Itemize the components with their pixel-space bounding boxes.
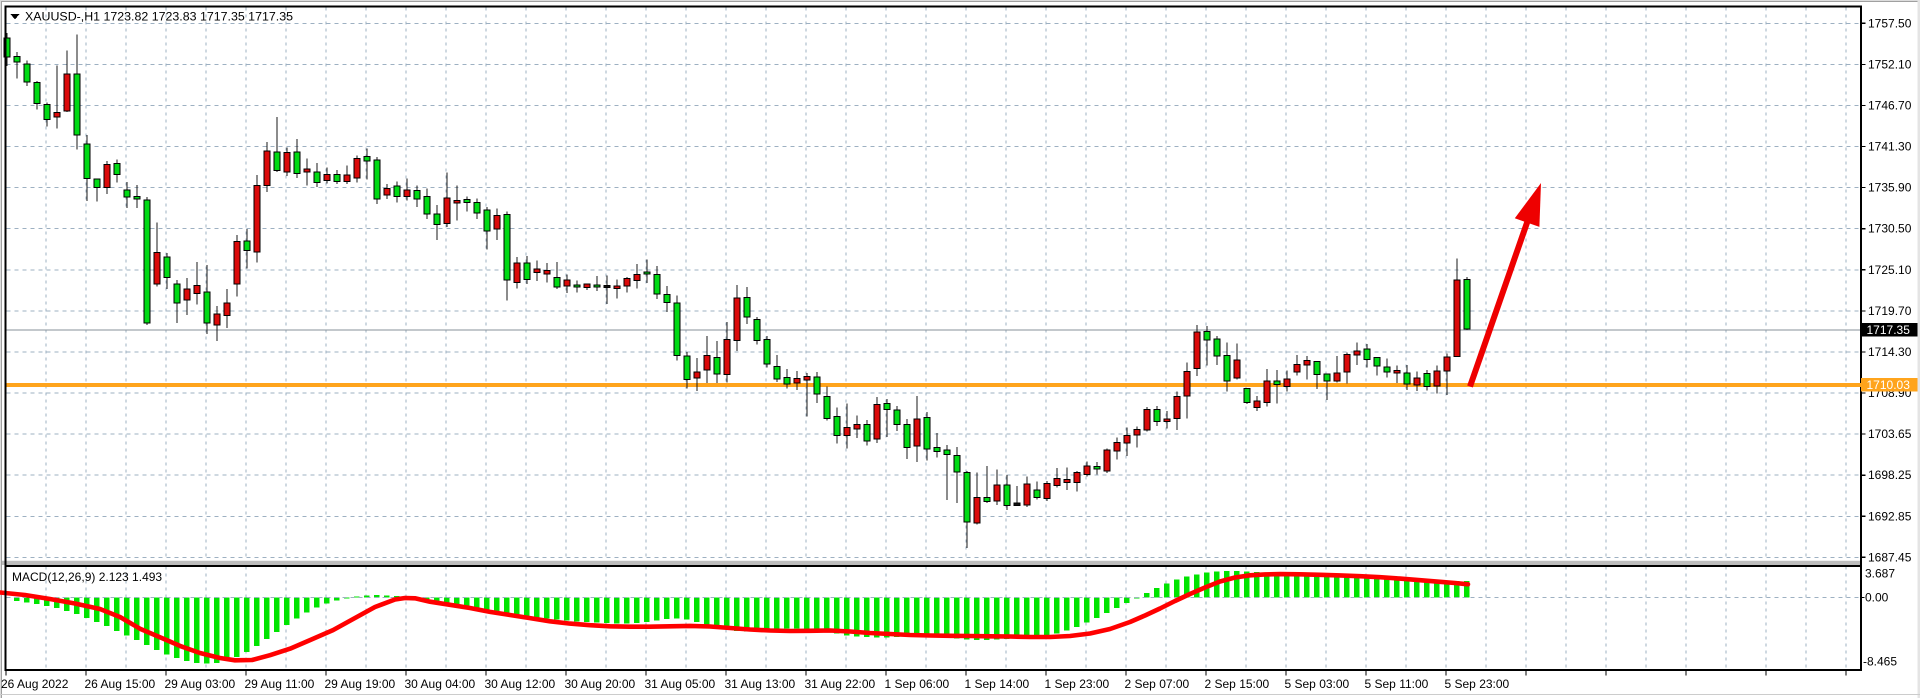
svg-text:1717.35: 1717.35 — [1867, 323, 1911, 337]
svg-text:29 Aug 11:00: 29 Aug 11:00 — [245, 677, 315, 691]
svg-text:1 Sep 23:00: 1 Sep 23:00 — [1045, 677, 1110, 691]
svg-text:5 Sep 23:00: 5 Sep 23:00 — [1445, 677, 1510, 691]
svg-text:26 Aug 15:00: 26 Aug 15:00 — [85, 677, 156, 691]
svg-text:XAUUSD-,H1 1723.82 1723.83 17: XAUUSD-,H1 1723.82 1723.83 1717.35 1717.… — [25, 10, 293, 24]
svg-text:1710.03: 1710.03 — [1867, 378, 1911, 392]
svg-text:31 Aug 13:00: 31 Aug 13:00 — [725, 677, 796, 691]
svg-text:31 Aug 05:00: 31 Aug 05:00 — [645, 677, 716, 691]
svg-text:1735.90: 1735.90 — [1868, 181, 1912, 195]
svg-text:1 Sep 06:00: 1 Sep 06:00 — [885, 677, 950, 691]
svg-text:2 Sep 07:00: 2 Sep 07:00 — [1125, 677, 1190, 691]
svg-text:29 Aug 03:00: 29 Aug 03:00 — [165, 677, 236, 691]
svg-text:1752.10: 1752.10 — [1868, 57, 1912, 71]
svg-text:1 Sep 14:00: 1 Sep 14:00 — [965, 677, 1030, 691]
svg-text:2 Sep 15:00: 2 Sep 15:00 — [1205, 677, 1270, 691]
svg-text:1687.45: 1687.45 — [1868, 550, 1912, 564]
svg-text:26 Aug 2022: 26 Aug 2022 — [1, 677, 69, 691]
svg-text:1746.70: 1746.70 — [1868, 99, 1912, 113]
svg-text:30 Aug 04:00: 30 Aug 04:00 — [405, 677, 476, 691]
svg-text:0.00: 0.00 — [1865, 591, 1889, 605]
svg-text:30 Aug 12:00: 30 Aug 12:00 — [485, 677, 556, 691]
svg-text:1741.30: 1741.30 — [1868, 140, 1912, 154]
svg-text:1730.50: 1730.50 — [1868, 222, 1912, 236]
svg-text:1698.25: 1698.25 — [1868, 468, 1912, 482]
svg-text:5 Sep 03:00: 5 Sep 03:00 — [1285, 677, 1350, 691]
svg-text:1757.50: 1757.50 — [1868, 16, 1912, 30]
svg-text:1714.30: 1714.30 — [1868, 345, 1912, 359]
svg-text:31 Aug 22:00: 31 Aug 22:00 — [805, 677, 876, 691]
svg-text:29 Aug 19:00: 29 Aug 19:00 — [325, 677, 396, 691]
svg-text:3.687: 3.687 — [1865, 567, 1895, 581]
svg-text:1703.65: 1703.65 — [1868, 427, 1912, 441]
svg-text:-8.465: -8.465 — [1863, 655, 1897, 669]
svg-text:1719.70: 1719.70 — [1868, 304, 1912, 318]
svg-text:MACD(12,26,9) 2.123 1.493: MACD(12,26,9) 2.123 1.493 — [12, 570, 162, 584]
svg-text:1692.85: 1692.85 — [1868, 509, 1912, 523]
svg-text:1725.10: 1725.10 — [1868, 263, 1912, 277]
svg-text:30 Aug 20:00: 30 Aug 20:00 — [565, 677, 636, 691]
svg-text:5 Sep 11:00: 5 Sep 11:00 — [1365, 677, 1429, 691]
